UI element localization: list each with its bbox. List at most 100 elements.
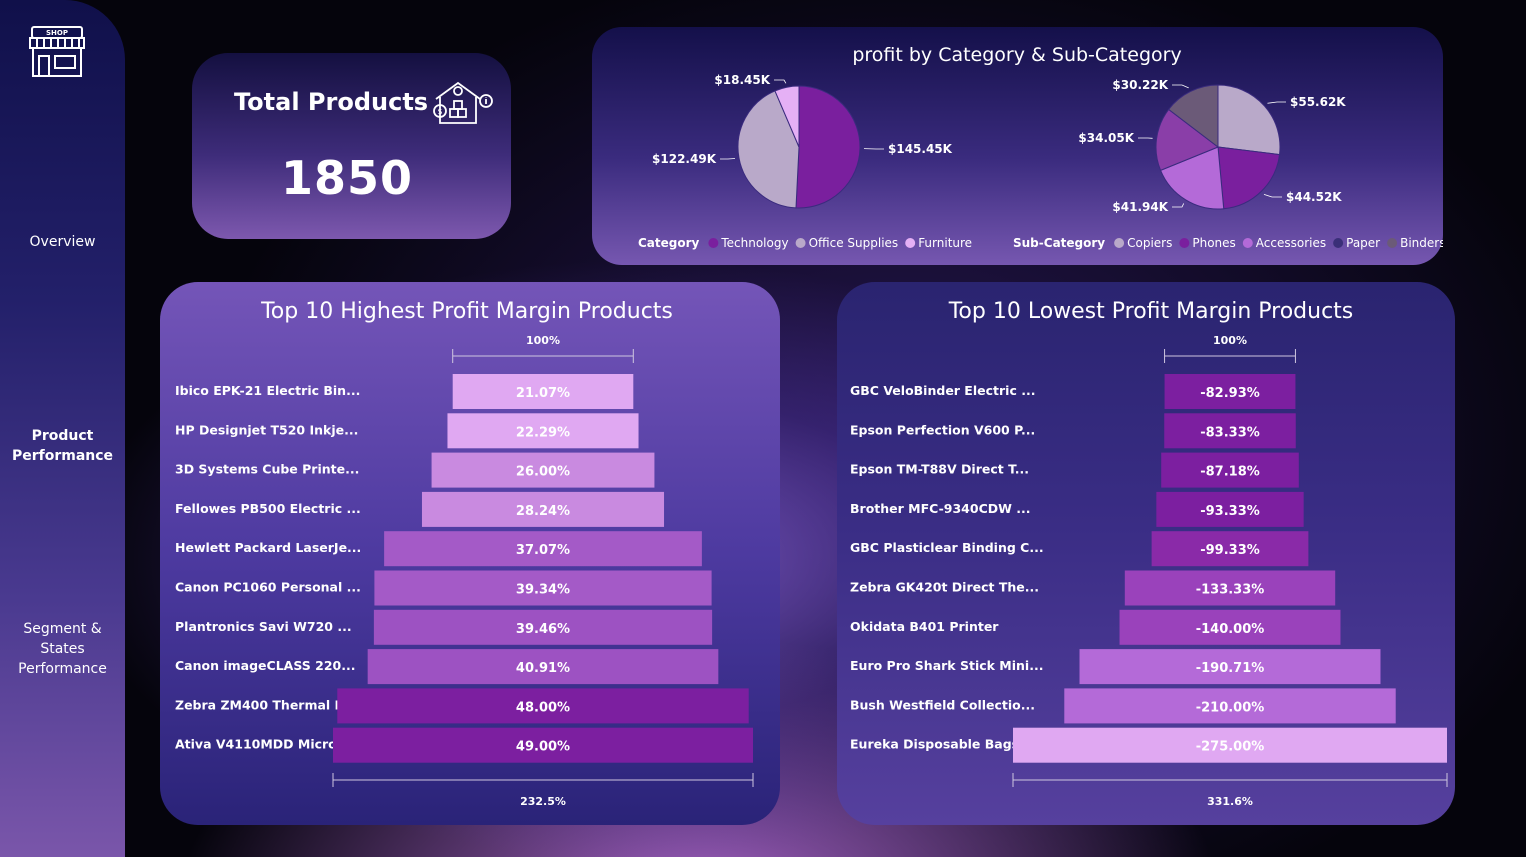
total-products-title: Total Products <box>234 88 429 116</box>
bar-value-label: 39.34% <box>516 583 570 598</box>
bar-value-label: -190.71% <box>1196 661 1265 676</box>
pie2-data-label: $44.52K <box>1286 190 1342 204</box>
pie1-legend-item: Furniture <box>918 236 972 250</box>
funnel-bar <box>1079 649 1381 685</box>
pie2-legend-item: Copiers <box>1127 236 1172 250</box>
bar-value-label: 22.29% <box>516 425 570 440</box>
bar-value-label: -93.33% <box>1200 504 1260 519</box>
scale-top-bracket <box>1164 349 1296 363</box>
bar-value-label: -275.00% <box>1196 740 1265 755</box>
pie2-slice-binders <box>1167 84 1219 149</box>
funnel-bar <box>1156 491 1304 527</box>
pie1-leader-line <box>720 158 736 160</box>
funnel-bar <box>1119 609 1341 645</box>
funnel-bar <box>421 491 665 527</box>
category-label: Hewlett Packard LaserJe... <box>175 540 361 555</box>
funnel-bar <box>1013 727 1447 763</box>
nav-segment-states-performance[interactable]: Segment & States Performance <box>0 619 125 679</box>
funnel-bar <box>1064 688 1396 724</box>
pie1-leader-line <box>774 79 787 84</box>
bar-value-label: -83.33% <box>1200 425 1260 440</box>
pie2-legend-marker <box>1242 238 1253 248</box>
bar-value-label: 28.24% <box>516 504 570 519</box>
category-label: Zebra GK420t Direct The... <box>850 580 1039 595</box>
pie1-legend-item: Office Supplies <box>809 236 899 250</box>
pie2-slice-accessories <box>1159 146 1225 210</box>
pie2-data-label: $34.05K <box>1078 131 1134 145</box>
pie2-legend-item: Paper <box>1346 236 1380 250</box>
bar-value-label: -99.33% <box>1200 543 1260 558</box>
pie2-legend-item: Accessories <box>1256 236 1326 250</box>
pie1-data-label: $18.45K <box>714 73 770 87</box>
pie2-legend-marker <box>1333 238 1344 248</box>
nav-product-performance-line1: Product <box>31 428 94 444</box>
category-label: 3D Systems Cube Printe... <box>175 462 359 477</box>
highest-margin-funnel: Top 10 Highest Profit Margin Products 10… <box>175 299 754 808</box>
nav-overview[interactable]: Overview <box>0 232 125 252</box>
bar-value-label: 26.00% <box>516 465 570 480</box>
nav-segment-line3: Performance <box>18 661 107 677</box>
bar-value-label: 37.07% <box>516 543 570 558</box>
sidebar: SHOP Overview Product Performance Segmen… <box>0 0 125 857</box>
pie1-data-label: $122.49K <box>652 152 717 166</box>
category-label: Fellowes PB500 Electric ... <box>175 501 361 516</box>
scale-bottom-label: 232.5% <box>520 795 566 808</box>
pie1-slice-office-supplies <box>737 90 800 209</box>
funnel-bar <box>337 688 749 724</box>
scale-bottom-label: 331.6% <box>1207 795 1253 808</box>
highest-margin-title: Top 10 Highest Profit Margin Products <box>260 299 673 324</box>
nav-product-performance-line2: Performance <box>11 448 114 464</box>
pie2-data-label: $55.62K <box>1290 95 1346 109</box>
scale-bottom-bracket <box>1012 773 1448 787</box>
total-products-value: 1850 <box>280 151 414 205</box>
nav-segment-line2: States <box>40 641 85 657</box>
funnel-bar <box>1164 374 1296 409</box>
bar-value-label: -210.00% <box>1196 700 1265 715</box>
bar-value-label: 40.91% <box>516 661 570 676</box>
pie1-legend-item: Technology <box>720 236 788 250</box>
nav-product-performance[interactable]: Product Performance <box>0 426 125 466</box>
pie1-slice-technology <box>795 85 861 209</box>
pie2-legend-item: Binders <box>1400 236 1443 250</box>
bar-value-label: 39.46% <box>516 622 570 637</box>
svg-text:$: $ <box>437 107 442 116</box>
category-label: Okidata B401 Printer <box>850 619 999 634</box>
profit-pie-charts: profit by Category & Sub-Category $145.4… <box>638 44 1445 250</box>
bar-value-label: 48.00% <box>516 700 570 715</box>
nav-overview-label: Overview <box>29 234 96 250</box>
funnel-bar <box>374 570 712 606</box>
pie2-leader-line <box>1267 101 1286 104</box>
pie1-legend-marker <box>708 238 719 248</box>
bar-value-label: -133.33% <box>1196 583 1265 598</box>
category-label: Canon imageCLASS 220... <box>175 658 355 673</box>
funnel-bar <box>1161 452 1299 488</box>
scale-bottom-bracket <box>332 773 754 787</box>
category-label: Eureka Disposable Bags f... <box>850 737 1042 752</box>
pie2-data-label: $30.22K <box>1112 78 1168 92</box>
scale-top-label: 100% <box>526 334 560 347</box>
funnel-bar <box>1164 413 1296 449</box>
funnel-bar <box>1151 531 1309 567</box>
pie2-leader-line <box>1172 203 1185 208</box>
top-highest-margin-card: Top 10 Highest Profit Margin Products 10… <box>160 282 780 825</box>
category-label: Epson TM-T88V Direct T... <box>850 462 1029 477</box>
category-label: Zebra ZM400 Thermal L... <box>175 697 357 712</box>
funnel-bar <box>367 649 719 685</box>
category-label: Plantronics Savi W720 ... <box>175 619 352 634</box>
total-products-card: Total Products $ 1850 <box>192 53 511 239</box>
pie2-slice-copiers <box>1217 84 1281 156</box>
pie1-slice-furniture <box>774 85 800 148</box>
pie2-legend-title: Sub-Category <box>1013 236 1105 250</box>
pie1-legend-marker <box>905 238 916 248</box>
pie1-legend-title: Category <box>638 236 700 250</box>
pie2-legend-marker <box>1114 238 1125 248</box>
pie-title: profit by Category & Sub-Category <box>852 44 1181 66</box>
funnel-bar <box>1124 570 1336 606</box>
profit-pie-card: profit by Category & Sub-Category $145.4… <box>592 27 1445 265</box>
funnel-bar <box>384 531 702 567</box>
category-label: Epson Perfection V600 P... <box>850 422 1035 437</box>
warehouse-icon: $ <box>433 81 493 124</box>
shop-sign-text: SHOP <box>46 29 68 37</box>
category-label: Canon PC1060 Personal ... <box>175 580 361 595</box>
bar-value-label: 49.00% <box>516 740 570 755</box>
